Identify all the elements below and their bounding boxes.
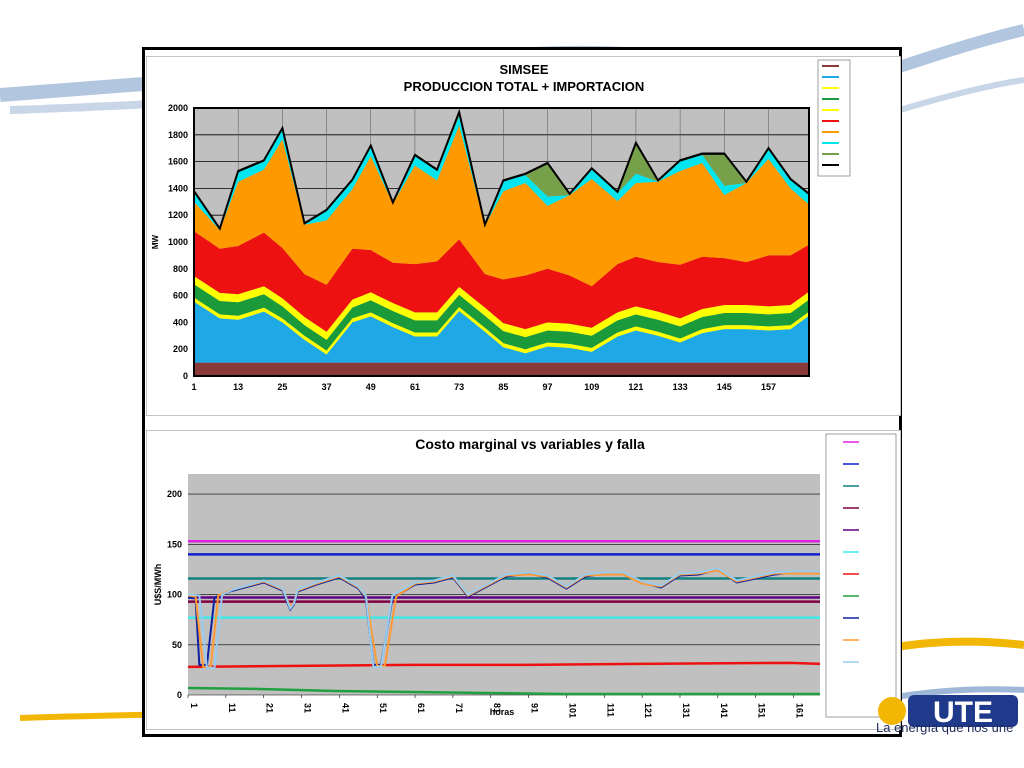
chart1-ytick-label: 2000 [168,103,188,113]
chart2-legend-box [825,433,897,718]
chart2-title: Costo marginal vs variables y falla [415,436,645,452]
ute-logo: UTE [878,695,1018,729]
chart1-ytick-label: 800 [173,264,188,274]
chart1-subtitle: PRODUCCION TOTAL + IMPORTACION [404,79,645,94]
chart2-xtick-label: 31 [303,703,313,713]
chart1-ytick-label: 1800 [168,130,188,140]
chart1-area-series-5 [194,231,809,332]
chart1-area-series-3 [194,284,809,351]
brand-tagline: La energía que nos une [876,720,1014,735]
chart1-total-outline [193,108,810,231]
chart1-title: SIMSEE [499,62,548,77]
chart2-line-series-10 [187,567,820,669]
chart1-ytick-label: 1600 [168,157,188,167]
chart2-ylabel: U$S/MWh [153,564,163,606]
chart2-xtick-label: 51 [378,703,388,713]
chart1-xtick-label: 1 [191,382,196,392]
chart2-ytick-label: 200 [167,489,182,499]
chart1-xtick-label: 133 [673,382,688,392]
chart1-xtick-label: 61 [410,382,420,392]
chart2-line-series-6 [187,661,821,669]
chart1-ylabel: MW [151,234,160,249]
chart2-xtick-label: 81 [492,703,502,713]
chart2-xtick-label: 151 [757,703,767,718]
chart1-ytick-label: 1000 [168,237,188,247]
chart1-xtick-label: 13 [233,382,243,392]
chart1-xtick-label: 157 [761,382,776,392]
chart2-plot-area [188,474,820,695]
chart1-xtick-label: 85 [498,382,508,392]
chart2-legend [825,433,897,718]
chart1-legend-box [817,59,851,177]
chart2-xlabel: horas [490,707,515,717]
chart1-ytick-label: 1400 [168,183,188,193]
chart1-ytick-label: 0 [183,371,188,381]
chart1-xtick-label: 145 [717,382,732,392]
chart1-xtick-label: 109 [584,382,599,392]
chart2-xtick-label: 41 [340,703,350,713]
chart2-xtick-label: 91 [530,703,540,713]
chart2-line-series-7 [187,686,820,696]
chart1-xtick-label: 73 [454,382,464,392]
chart1-xtick-label: 49 [366,382,376,392]
chart1-ytick-label: 600 [173,291,188,301]
chart1-area-series-1 [194,301,809,363]
chart2-ytick-label: 50 [172,640,182,650]
chart2-xtick-label: 161 [795,703,805,718]
chart2-ytick-label: 100 [167,590,182,600]
chart1-ytick-label: 200 [173,344,188,354]
chart1-legend [817,59,851,177]
chart1-ytick-label: 1200 [168,210,188,220]
production-area-chart: 0 200 400 600 800 1000 1200 1400 1600 1800 2000 1 13… [146,56,901,416]
chart1-plot-border [193,107,810,377]
svg-text:UTE: UTE [933,696,993,729]
chart2-xtick-label: 1 [189,703,199,708]
chart2-xtick-label: 21 [265,703,275,713]
chart2-xtick-label: 101 [567,703,577,718]
chart2-xtick-label: 111 [605,703,615,717]
chart2-xtick-label: 61 [416,703,426,713]
chart2-xtick-label: 131 [681,703,691,718]
chart1-xtick-label: 121 [628,382,643,392]
chart2-xtick-label: 141 [719,703,729,718]
chart1-area-series-6 [194,125,809,287]
chart1-area-series-0 [194,362,809,376]
chart2-ytick-label: 150 [167,539,182,549]
chart2-ytick-label: 0 [177,690,182,700]
chart1-area-series-2 [194,297,809,355]
chart1-xtick-label: 25 [277,382,287,392]
chart1-area-series-4 [194,276,809,340]
chart1-xtick-label: 97 [543,382,553,392]
chart2-xtick-label: 11 [227,703,237,713]
chart1-ytick-label: 400 [173,317,188,327]
chart2-xtick-label: 71 [454,703,464,713]
chart2-xtick-label: 121 [643,703,653,718]
chart1-xtick-label: 37 [322,382,332,392]
